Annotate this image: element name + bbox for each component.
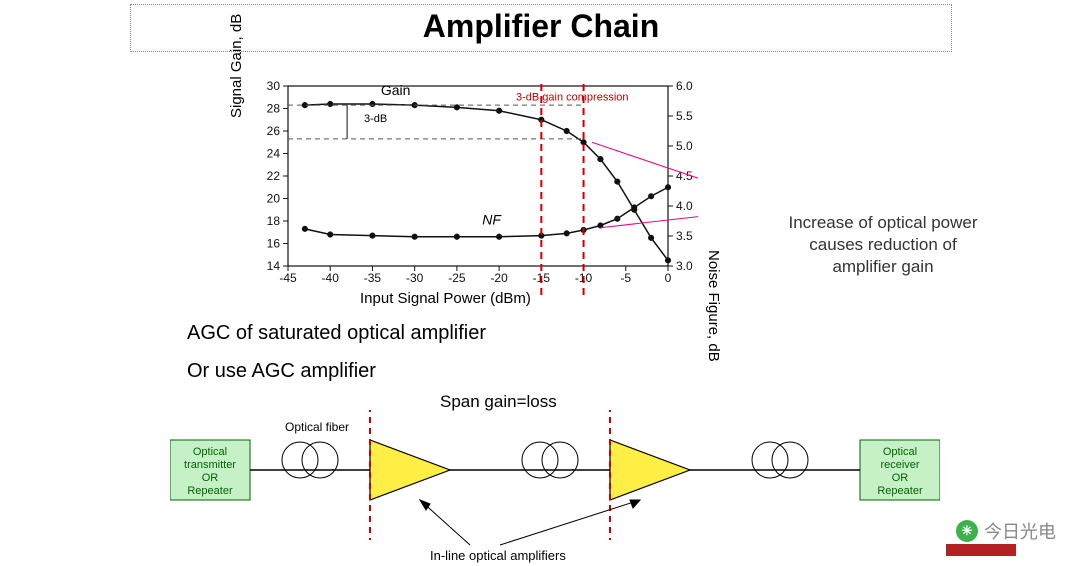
gain-reduction-callout: Increase of optical power causes reducti… [788,212,978,278]
svg-text:Gain: Gain [381,82,411,98]
svg-text:16: 16 [267,237,281,251]
svg-text:22: 22 [267,169,281,183]
svg-text:20: 20 [267,192,281,206]
y1-axis-label: Signal Gain, dB [228,14,245,118]
svg-text:14: 14 [267,259,281,273]
svg-text:-30: -30 [406,271,424,285]
y2-axis-label: Noise Figure, dB [705,250,722,362]
svg-text:26: 26 [267,124,281,138]
fiber-coil-3 [752,442,808,478]
svg-text:3-dB gain compression: 3-dB gain compression [516,92,629,104]
amplifier-chain-diagram: OpticaltransmitterORRepeaterOpticalrecei… [170,410,940,560]
wechat-icon: ✳ [956,520,978,542]
slide-title: Amplifier Chain [131,5,951,47]
span-gain-label: Span gain=loss [440,392,557,412]
svg-text:-20: -20 [490,271,508,285]
fiber-coil-1 [282,442,338,478]
svg-text:NF: NF [482,211,502,227]
amp-2 [610,440,690,500]
svg-text:transmitter: transmitter [184,459,236,471]
svg-text:Optical: Optical [883,446,917,458]
svg-text:28: 28 [267,102,281,116]
svg-text:4.0: 4.0 [676,199,693,213]
svg-text:OR: OR [202,472,219,484]
watermark: ✳ 今日光电 [956,518,1056,544]
svg-text:5.0: 5.0 [676,139,693,153]
amp-1 [370,440,450,500]
svg-text:-45: -45 [279,271,297,285]
svg-text:0: 0 [665,271,672,285]
slide-root: Amplifier Chain Signal Gain, dB Noise Fi… [0,0,1080,566]
agc-text-1: AGC of saturated optical amplifier [187,322,486,345]
svg-text:OR: OR [892,472,909,484]
svg-text:3.5: 3.5 [676,229,693,243]
svg-text:Repeater: Repeater [877,485,923,497]
agc-text-2: Or use AGC amplifier [187,360,376,383]
fiber-coil-2 [522,442,578,478]
svg-text:6.0: 6.0 [676,79,693,93]
svg-text:-40: -40 [322,271,340,285]
svg-text:-35: -35 [364,271,382,285]
footer-accent-bar [946,544,1016,556]
svg-text:receiver: receiver [880,459,919,471]
svg-text:-25: -25 [448,271,466,285]
svg-text:18: 18 [267,214,281,228]
watermark-text: 今日光电 [984,518,1056,544]
svg-text:-5: -5 [620,271,631,285]
inline-arrows [420,500,640,545]
title-frame: Amplifier Chain [130,4,952,52]
gain-nf-chart: -45-40-35-30-25-20-15-10-501416182022242… [258,78,698,298]
svg-text:5.5: 5.5 [676,109,693,123]
svg-text:24: 24 [267,147,281,161]
svg-text:Optical: Optical [193,446,227,458]
svg-text:3-dB: 3-dB [364,113,387,125]
svg-text:Repeater: Repeater [187,485,233,497]
svg-text:30: 30 [267,79,281,93]
svg-text:3.0: 3.0 [676,259,693,273]
